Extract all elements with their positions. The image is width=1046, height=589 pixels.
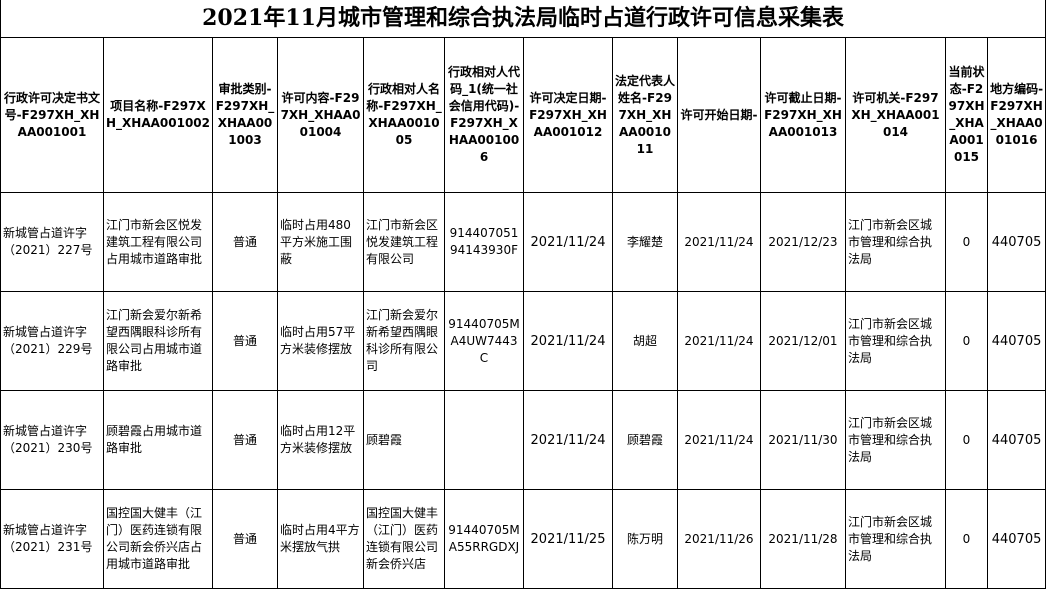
cell: 0 — [945, 489, 988, 589]
cell: 江门新会爱尔新希望西隅眼科诊所有限公司占用城市道路审批 — [103, 291, 213, 391]
cell: 91440705MA4UW7443C — [444, 291, 524, 391]
header-cell: 地方编码-F297XH_XHAA001016 — [986, 37, 1046, 193]
cell: 2021/11/24 — [677, 192, 761, 292]
cell: 新城管占道许字（2021）231号 — [0, 489, 104, 589]
cell: 普通 — [212, 390, 278, 490]
cell: 2021/11/24 — [523, 291, 613, 391]
cell: 江门市新会区悦发建筑工程有限公司占用城市道路审批 — [103, 192, 213, 292]
cell: 普通 — [212, 291, 278, 391]
cell: 2021/11/25 — [523, 489, 613, 589]
cell: 陈万明 — [612, 489, 678, 589]
cell: 新城管占道许字（2021）229号 — [0, 291, 104, 391]
cell: 临时占用12平方米装修摆放 — [277, 390, 364, 490]
cell: 2021/11/28 — [760, 489, 846, 589]
cell: 江门市新会区城市管理和综合执法局 — [845, 192, 946, 292]
cell: 440705 — [986, 192, 1046, 292]
header-cell: 法定代表人姓名-F297XH_XHAA001011 — [612, 37, 678, 193]
cell: 国控国大健丰（江门）医药连锁有限公司新会侨兴店占用城市道路审批 — [103, 489, 213, 589]
cell: 顾碧霞 — [363, 390, 445, 490]
cell: 顾碧霞占用城市道路审批 — [103, 390, 213, 490]
cell: 国控国大健丰（江门）医药连锁有限公司新会侨兴店 — [363, 489, 445, 589]
cell: 普通 — [212, 192, 278, 292]
cell: 临时占用480平方米施工围蔽 — [277, 192, 364, 292]
cell: 胡超 — [612, 291, 678, 391]
header-cell: 许可决定日期-F297XH_XHAA001012 — [523, 37, 613, 193]
header-cell: 许可截止日期-F297XH_XHAA001013 — [760, 37, 846, 193]
header-cell: 行政相对人名称-F297XH_XHAA001005 — [363, 37, 445, 193]
cell: 91440705194143930F — [444, 192, 524, 292]
header-cell: 许可内容-F297XH_XHAA001004 — [277, 37, 364, 193]
cell: 江门新会爱尔新希望西隅眼科诊所有限公司 — [363, 291, 445, 391]
data-row: 新城管占道许字（2021）227号 江门市新会区悦发建筑工程有限公司占用城市道路审… — [0, 192, 1046, 292]
cell: 普通 — [212, 489, 278, 589]
cell: 新城管占道许字（2021）230号 — [0, 390, 104, 490]
header-cell: 审批类别-F297XH_XHAA001003 — [212, 37, 278, 193]
header-row: 行政许可决定书文号-F297XH_XHAA001001 项目名称-F297XH_X… — [0, 37, 1046, 193]
cell — [444, 390, 524, 490]
header-cell: 行政许可决定书文号-F297XH_XHAA001001 — [0, 37, 104, 193]
cell: 江门市新会区城市管理和综合执法局 — [845, 291, 946, 391]
cell: 2021/12/23 — [760, 192, 846, 292]
cell: 2021/11/24 — [677, 390, 761, 490]
cell: 2021/11/30 — [760, 390, 846, 490]
data-row: 新城管占道许字（2021）229号 江门新会爱尔新希望西隅眼科诊所有限公司占用城市… — [0, 291, 1046, 391]
cell: 新城管占道许字（2021）227号 — [0, 192, 104, 292]
cell: 0 — [945, 291, 988, 391]
cell: 江门市新会区悦发建筑工程有限公司 — [363, 192, 445, 292]
cell: 440705 — [986, 291, 1046, 391]
cell: 江门市新会区城市管理和综合执法局 — [845, 390, 946, 490]
cell: 440705 — [986, 489, 1046, 589]
header-cell: 当前状态-F297XH_XHAA001015 — [945, 37, 988, 193]
cell: 李耀楚 — [612, 192, 678, 292]
cell: 440705 — [986, 390, 1046, 490]
cell: 2021/11/24 — [677, 291, 761, 391]
cell: 2021/11/24 — [523, 390, 613, 490]
cell: 0 — [945, 390, 988, 490]
cell: 顾碧霞 — [612, 390, 678, 490]
cell: 江门市新会区城市管理和综合执法局 — [845, 489, 946, 589]
data-row: 新城管占道许字（2021）230号 顾碧霞占用城市道路审批 普通 临时占用12平方米装… — [0, 390, 1046, 490]
header-cell: 行政相对人代码_1(统一社会信用代码)-F297XH_XHAA001006 — [444, 37, 524, 193]
cell: 91440705MA55RRGDXJ — [444, 489, 524, 589]
header-cell: 项目名称-F297XH_XHAA001002 — [103, 37, 213, 193]
data-row: 新城管占道许字（2021）231号 国控国大健丰（江门）医药连锁有限公司新会侨兴店… — [0, 489, 1046, 589]
cell: 2021/11/24 — [523, 192, 613, 292]
cell: 临时占用57平方米装修摆放 — [277, 291, 364, 391]
cell: 2021/11/26 — [677, 489, 761, 589]
header-cell: 许可机关-F297XH_XHAA001014 — [845, 37, 946, 193]
header-cell: 许可开始日期- — [677, 37, 761, 193]
table-title: 2021年11月城市管理和综合执法局临时占道行政许可信息采集表 — [0, 0, 1046, 38]
cell: 2021/12/01 — [760, 291, 846, 391]
cell: 0 — [945, 192, 988, 292]
cell: 临时占用4平方米摆放气拱 — [277, 489, 364, 589]
